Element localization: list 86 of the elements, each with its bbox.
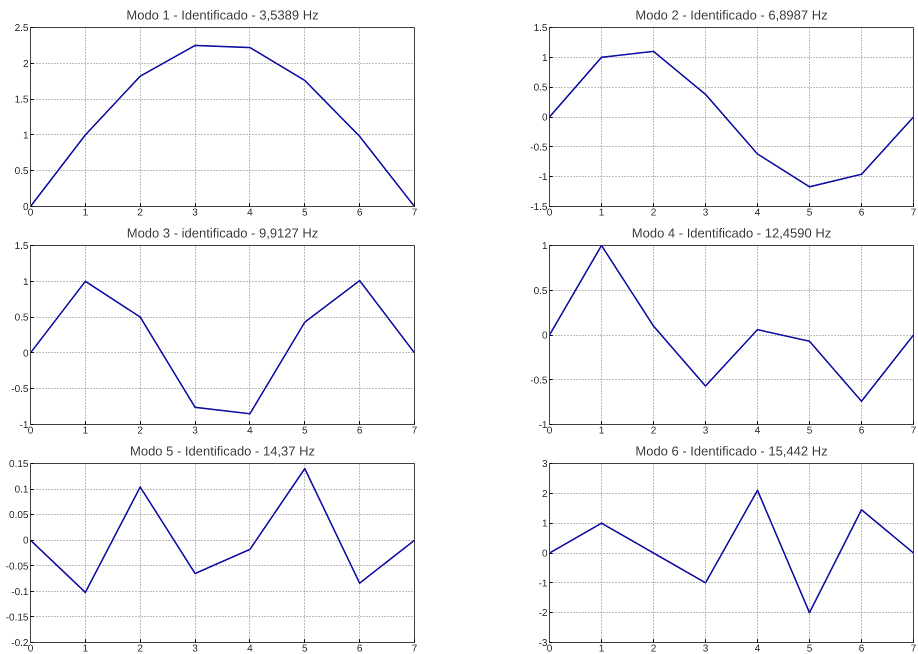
y-tick-label: 0.5 <box>534 82 548 94</box>
y-tick-label: 0 <box>542 330 548 342</box>
x-tick-label: 5 <box>302 208 308 218</box>
x-tick-label: 4 <box>754 644 761 654</box>
x-tick-label: 1 <box>82 644 89 654</box>
x-tick-label: 4 <box>754 426 761 436</box>
chart-title: Modo 3 - identificado - 9,9127 Hz <box>126 226 318 240</box>
y-tick-label: 0.1 <box>14 484 29 496</box>
x-tick-label: 2 <box>650 644 657 654</box>
y-tick-label: -0.15 <box>6 612 29 624</box>
x-tick-label: 7 <box>910 426 917 436</box>
y-tick-label: -1 <box>538 578 548 590</box>
y-tick-label: 0.05 <box>9 510 29 522</box>
x-tick-label: 3 <box>192 208 198 218</box>
y-tick-label: -0.2 <box>11 638 29 649</box>
y-tick-label: 0 <box>22 536 29 547</box>
y-tick-label: -1 <box>538 420 548 431</box>
chart-title: Modo 5 - Identificado - 14,37 Hz <box>130 444 316 458</box>
x-tick-label: 2 <box>137 208 144 218</box>
x-tick-label: 4 <box>247 426 254 436</box>
x-tick-label: 1 <box>598 208 605 218</box>
chart-title: Modo 2 - Identificado - 6,8987 Hz <box>635 8 828 22</box>
x-tick-label: 3 <box>702 644 709 654</box>
x-tick-label: 6 <box>356 644 363 654</box>
y-tick-label: 0.5 <box>534 286 548 297</box>
x-tick-label: 3 <box>702 208 709 218</box>
y-tick-label: -0.1 <box>11 586 29 598</box>
x-tick-label: 1 <box>82 426 89 436</box>
x-tick-label: 5 <box>302 644 308 654</box>
y-tick-label: -3 <box>538 638 548 649</box>
y-tick-label: -1 <box>20 420 29 431</box>
x-tick-label: 6 <box>858 644 865 654</box>
x-tick-label: 2 <box>650 208 657 218</box>
x-tick-label: 7 <box>412 208 418 218</box>
x-tick-label: 7 <box>412 426 418 436</box>
x-tick-label: 2 <box>137 644 144 654</box>
y-tick-label: 0 <box>542 112 548 124</box>
y-tick-label: 0 <box>542 548 548 560</box>
x-tick-label: 7 <box>910 208 917 218</box>
x-tick-label: 5 <box>302 426 308 436</box>
y-tick-label: -1.5 <box>530 202 548 213</box>
y-tick-label: 1 <box>22 130 29 142</box>
y-tick-label: -0.5 <box>11 384 29 396</box>
y-tick-label: 1.5 <box>534 23 548 34</box>
y-tick-label: -0.5 <box>530 375 548 386</box>
x-tick-label: 6 <box>858 208 865 218</box>
y-tick-label: -0.5 <box>530 142 548 154</box>
x-tick-label: 6 <box>356 208 363 218</box>
x-tick-label: 5 <box>806 644 813 654</box>
y-tick-label: 2.5 <box>14 23 29 34</box>
x-tick-label: 1 <box>82 208 89 218</box>
y-tick-label: 0.5 <box>14 312 29 324</box>
y-tick-label: 2 <box>542 488 548 500</box>
x-tick-label: 3 <box>702 426 709 436</box>
x-tick-label: 2 <box>137 426 144 436</box>
chart-title: Modo 4 - Identificado - 12,4590 Hz <box>632 226 832 240</box>
y-tick-label: 1 <box>22 276 29 288</box>
x-tick-label: 4 <box>754 208 761 218</box>
chart-title: Modo 6 - Identificado - 15,442 Hz <box>635 444 828 458</box>
x-tick-label: 6 <box>858 426 865 436</box>
x-tick-label: 4 <box>247 208 254 218</box>
x-tick-label: 3 <box>192 426 198 436</box>
y-tick-label: -1 <box>538 172 548 184</box>
y-tick-label: -2 <box>538 608 548 620</box>
x-tick-label: 1 <box>598 426 605 436</box>
x-tick-label: 5 <box>806 208 813 218</box>
y-tick-label: 0.5 <box>14 166 29 178</box>
y-tick-label: -0.05 <box>6 561 29 572</box>
y-tick-label: 0 <box>22 348 29 360</box>
chart-title: Modo 1 - Identificado - 3,5389 Hz <box>126 8 319 22</box>
y-tick-label: 2 <box>22 58 29 70</box>
x-tick-label: 3 <box>192 644 198 654</box>
x-tick-label: 5 <box>806 426 813 436</box>
x-tick-label: 1 <box>598 644 605 654</box>
y-tick-label: 3 <box>542 459 548 470</box>
x-tick-label: 7 <box>412 644 418 654</box>
y-tick-label: 1.5 <box>14 241 29 252</box>
x-tick-label: 6 <box>356 426 363 436</box>
y-tick-label: 1 <box>542 518 548 530</box>
y-tick-label: 1 <box>542 241 548 252</box>
x-tick-label: 7 <box>910 644 917 654</box>
y-tick-label: 1.5 <box>14 94 29 106</box>
x-tick-label: 2 <box>650 426 657 436</box>
y-tick-label: 1 <box>542 52 548 64</box>
y-tick-label: 0.15 <box>9 459 29 470</box>
x-tick-label: 4 <box>247 644 254 654</box>
